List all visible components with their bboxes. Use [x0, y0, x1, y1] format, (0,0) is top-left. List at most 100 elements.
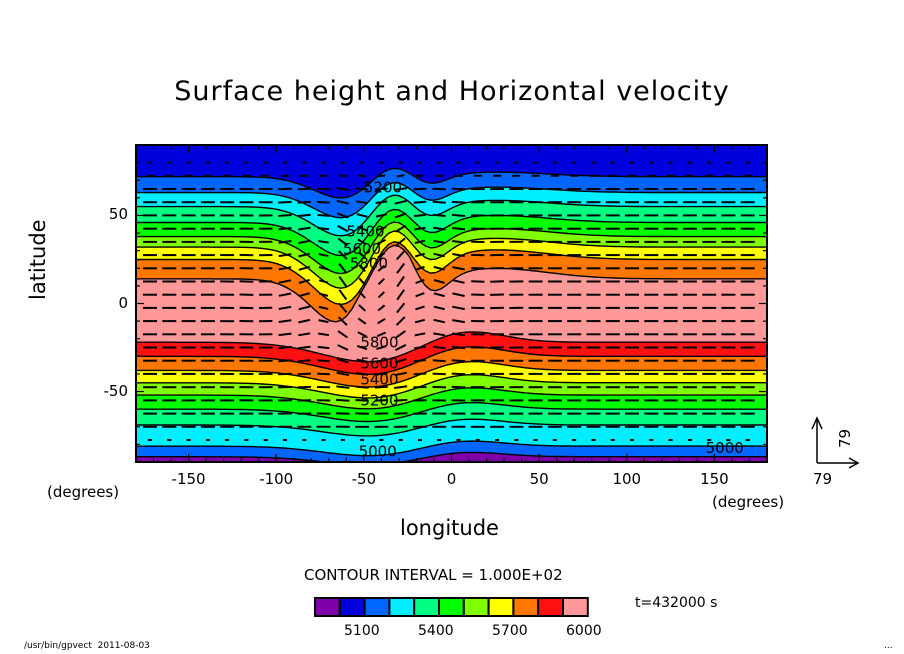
velocity-vector	[336, 357, 349, 364]
velocity-vector	[375, 372, 388, 376]
x-axis-unit: (degrees)	[712, 493, 785, 511]
contour-band	[136, 168, 767, 218]
contour-band	[136, 222, 767, 289]
velocity-vector	[432, 385, 447, 389]
colorbar-tick-label: 5100	[344, 623, 380, 639]
velocity-vector	[338, 276, 348, 287]
velocity-vector	[451, 226, 466, 231]
contour-line	[136, 221, 767, 275]
velocity-vector	[393, 412, 408, 415]
velocity-vector	[338, 174, 347, 178]
x-tick-label: 100	[612, 470, 642, 488]
footer-program-path: /usr/bin/gpvect	[24, 641, 92, 651]
velocity-vector	[298, 318, 311, 324]
velocity-vector	[317, 372, 330, 376]
velocity-vector	[451, 187, 466, 191]
contour-line	[136, 387, 767, 410]
colorbar-swatch	[314, 597, 341, 617]
velocity-vector	[298, 292, 310, 298]
velocity-vector	[317, 200, 330, 204]
velocity-vector	[452, 240, 466, 244]
velocity-vector	[358, 290, 366, 299]
velocity-vector	[297, 213, 311, 218]
velocity-vector	[376, 345, 387, 350]
footer-program: /usr/bin/gpvect 2011-08-03	[24, 641, 150, 651]
velocity-vector	[297, 200, 311, 204]
velocity-vector	[336, 212, 349, 219]
contour-label: 5600	[343, 240, 381, 258]
velocity-vector	[356, 358, 368, 363]
x-tick-label: -150	[171, 470, 206, 488]
velocity-vector	[433, 318, 446, 324]
velocity-vector	[278, 200, 292, 204]
velocity-vector	[375, 358, 388, 363]
contour-band	[136, 241, 767, 328]
velocity-vector	[338, 262, 348, 274]
velocity-vector	[298, 332, 311, 337]
velocity-vector	[298, 278, 310, 284]
velocity-vector	[432, 213, 446, 217]
contour-label: 5400	[346, 223, 384, 241]
y-tick-label: -50	[103, 381, 129, 400]
velocity-vector	[297, 359, 311, 363]
velocity-vector	[278, 266, 292, 271]
velocity-vector	[337, 330, 349, 339]
velocity-vector	[395, 344, 407, 351]
velocity-vector	[355, 187, 369, 191]
velocity-vector	[338, 302, 348, 314]
velocity-vector	[433, 292, 445, 298]
velocity-vector	[414, 252, 425, 258]
contour-line	[136, 167, 767, 199]
velocity-vector	[338, 250, 348, 260]
footer-trailing: ...	[884, 641, 893, 651]
velocity-vector	[433, 226, 446, 231]
x-tick-label: 0	[446, 470, 457, 488]
contour-line	[136, 230, 767, 289]
velocity-vector	[297, 345, 311, 350]
velocity-vector	[318, 332, 330, 337]
velocity-vector	[358, 277, 366, 286]
velocity-vector	[451, 213, 466, 217]
velocity-vector	[451, 359, 466, 363]
velocity-vector	[355, 399, 369, 402]
colorbar-tick-label: 5700	[492, 623, 528, 639]
velocity-vector	[415, 305, 425, 311]
contour-line	[136, 208, 767, 257]
velocity-vector	[394, 187, 408, 191]
velocity-vector	[451, 385, 466, 389]
contour-band	[136, 387, 767, 422]
velocity-vector	[394, 357, 407, 364]
contour-label: 5800	[360, 334, 398, 352]
velocity-vector	[377, 251, 386, 259]
velocity-vector	[395, 316, 406, 326]
velocity-vector	[377, 264, 386, 272]
velocity-vector	[358, 304, 366, 312]
velocity-vector	[278, 305, 292, 310]
velocity-vector	[297, 372, 311, 376]
velocity-vector	[358, 264, 366, 273]
velocity-vector	[394, 199, 407, 205]
velocity-vector	[432, 187, 446, 191]
velocity-vector	[432, 200, 446, 204]
velocity-vector	[452, 292, 465, 297]
y-tick-label: 50	[108, 205, 128, 224]
velocity-vector	[318, 240, 329, 244]
velocity-vector	[356, 344, 368, 351]
velocity-vector	[452, 319, 465, 324]
velocity-vector	[395, 224, 407, 233]
colorbar-swatch	[512, 597, 540, 617]
velocity-vector	[375, 187, 388, 191]
velocity-vector	[355, 372, 369, 376]
velocity-vector	[336, 187, 350, 191]
velocity-vector	[451, 345, 466, 350]
velocity-vector	[374, 385, 388, 389]
velocity-vector	[278, 214, 292, 217]
contour-band	[136, 195, 767, 256]
velocity-vector	[398, 161, 403, 164]
reference-vector-y-label: 79	[836, 428, 854, 448]
velocity-vector	[278, 292, 292, 297]
contour-label: 5400	[360, 371, 398, 389]
time-label: t=432000 s	[635, 595, 718, 611]
velocity-vector	[278, 279, 292, 284]
velocity-vector	[396, 275, 405, 288]
